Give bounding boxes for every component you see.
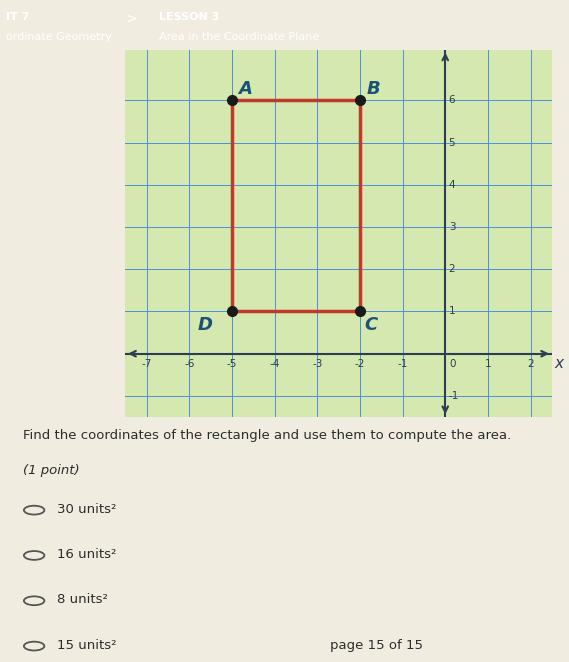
Text: -4: -4 [269, 359, 280, 369]
Text: ordinate Geometry: ordinate Geometry [6, 32, 112, 42]
Text: 4: 4 [448, 180, 455, 190]
Text: C: C [364, 316, 377, 334]
Text: -3: -3 [312, 359, 323, 369]
Text: 0: 0 [450, 359, 456, 369]
Text: A: A [238, 80, 252, 98]
Text: Find the coordinates of the rectangle and use them to compute the area.: Find the coordinates of the rectangle an… [23, 430, 511, 442]
Text: 1: 1 [485, 359, 491, 369]
Text: Area in the Coordinate Plane: Area in the Coordinate Plane [159, 32, 320, 42]
Text: 5: 5 [448, 138, 455, 148]
Text: -7: -7 [141, 359, 152, 369]
Text: -5: -5 [226, 359, 237, 369]
Text: 15 units²: 15 units² [57, 639, 117, 651]
Text: 2: 2 [527, 359, 534, 369]
Text: LESSON 3: LESSON 3 [159, 12, 220, 22]
Text: 2: 2 [448, 264, 455, 274]
Text: -6: -6 [184, 359, 195, 369]
Text: 16 units²: 16 units² [57, 548, 116, 561]
Text: 6: 6 [448, 95, 455, 105]
Text: -1: -1 [397, 359, 408, 369]
Text: D: D [197, 316, 213, 334]
Text: -1: -1 [448, 391, 459, 401]
Text: B: B [366, 80, 380, 98]
Text: -2: -2 [354, 359, 365, 369]
Text: 8 units²: 8 units² [57, 593, 108, 606]
Text: 3: 3 [448, 222, 455, 232]
Text: page 15 of 15: page 15 of 15 [330, 639, 423, 652]
Text: x: x [554, 356, 563, 371]
Text: 30 units²: 30 units² [57, 503, 116, 516]
Text: IT 7: IT 7 [6, 12, 29, 22]
Text: (1 point): (1 point) [23, 463, 80, 477]
Text: 1: 1 [448, 307, 455, 316]
Text: >: > [125, 12, 137, 26]
